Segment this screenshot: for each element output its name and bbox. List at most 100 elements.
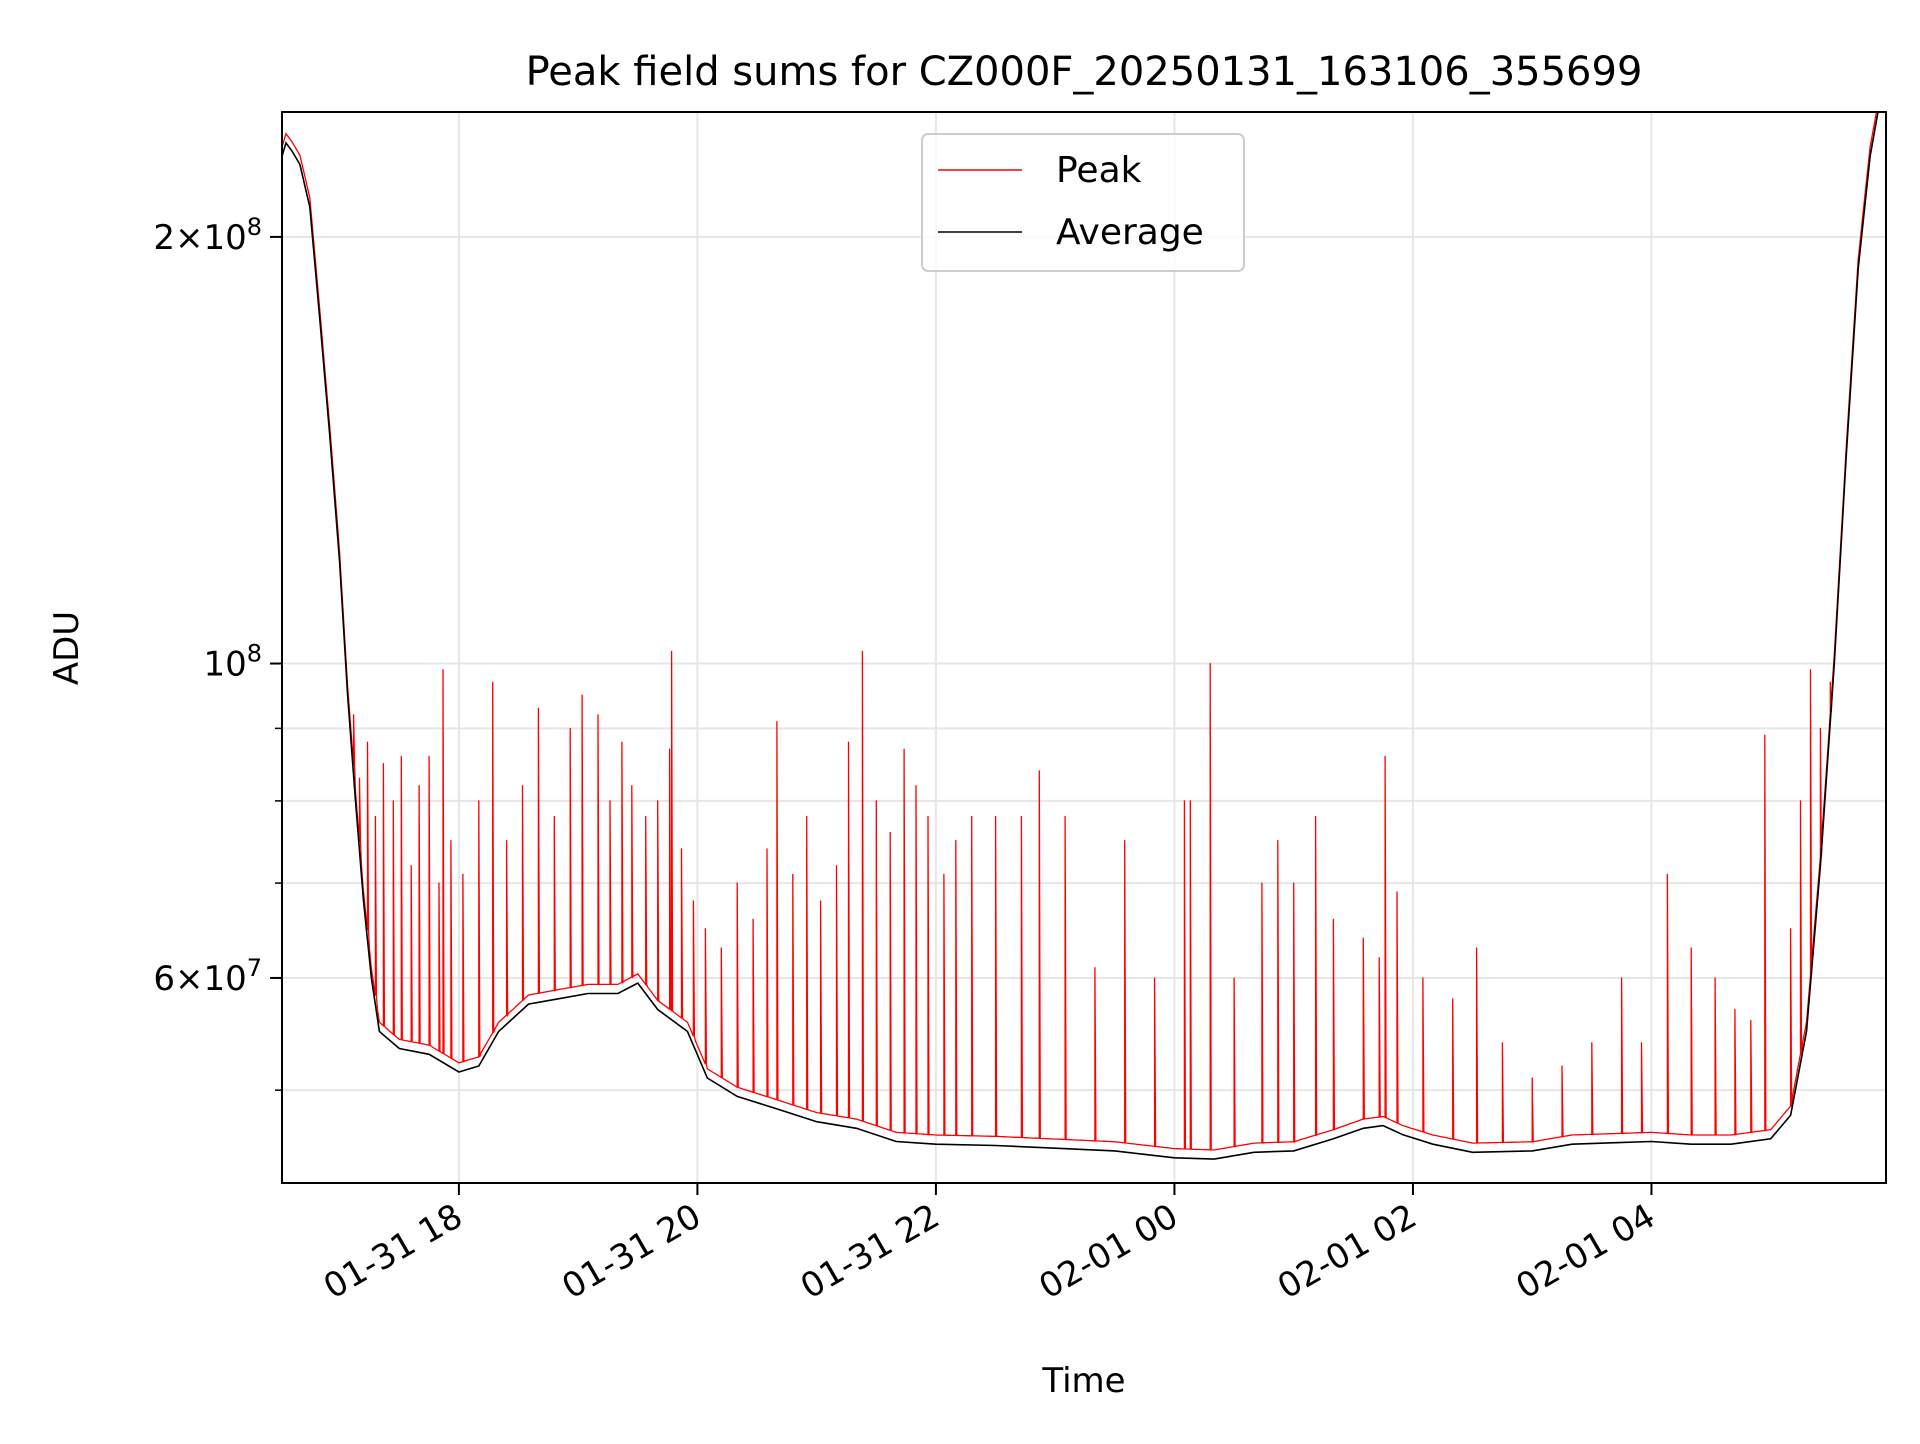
peak-spike-point [478,800,480,802]
peak-spike-point [792,873,794,875]
series-peak-line [282,112,1878,1151]
peak-spike-point [521,785,524,787]
peak-spike-point [889,831,891,834]
y-axis-label: ADU [47,611,87,685]
peak-spike-point [1094,967,1096,969]
peak-spike-point [505,840,508,842]
peak-spike-point [766,848,768,850]
peak-spike-point [450,840,452,842]
peak-spike-point [1621,977,1623,979]
peak-spike-point [971,815,973,818]
peak-spike-point [776,720,778,723]
peak-spike-point [1378,957,1380,959]
peak-spike-point [1332,918,1335,920]
peak-spike-point [492,681,494,683]
peak-spike-point [1293,882,1295,884]
peak-spike-point [418,785,420,787]
peak-spike-point [1452,998,1454,1000]
peak-spike-point [1809,669,1812,671]
peak-spike-point [597,714,599,716]
peak-spike-point [392,800,394,802]
peak-spike-point [1829,681,1831,683]
legend-average-label: Average [1056,212,1204,253]
peak-spike-point [1734,1008,1736,1011]
peak-spike-point [1591,1042,1593,1044]
legend-peak-label: Peak [1056,150,1142,191]
y-tick-label: 6×107 [153,954,262,999]
peak-spike-point [553,815,555,818]
peak-spike-point [1064,815,1066,818]
chart-title: Peak field sums for CZ000F_20250131_1631… [526,49,1643,95]
peak-spike-point [820,900,822,902]
peak-spike-point [861,650,863,652]
peak-spike-point [847,741,850,743]
peak-spike-point [670,650,673,652]
peak-spike-point [1690,947,1692,949]
peak-spike-point [1799,800,1802,802]
peak-spike-point [410,865,412,867]
peak-spike-point [835,865,838,867]
series-average-line [282,112,1879,1160]
peak-spike-point [1038,770,1040,772]
peak-spike-point [1261,882,1263,884]
peak-spike-point [806,815,808,818]
peak-spike-point [752,918,754,920]
peak-spike-point [704,928,706,930]
peak-spike-point [1475,947,1478,949]
peak-spike-point [1666,873,1668,875]
peak-spike-point [374,815,377,818]
peak-spike-point [720,947,722,949]
peak-spike-point [1819,727,1822,729]
peak-spike-point [1396,891,1398,893]
peak-spike-point [1640,1042,1643,1044]
y-tick-label: 108 [203,640,262,685]
peak-spike-point [569,727,571,729]
peak-spike-point [438,882,440,884]
peak-spike-point [994,815,997,818]
peak-spike-point [352,714,355,716]
peak-spike-point [1422,977,1424,979]
peak-spike-point [581,694,583,696]
peak-spike-point [609,800,611,802]
peak-spike-point [875,800,877,802]
peak-spike-point [736,882,738,884]
peak-spike-point [1183,800,1185,802]
peak-spike-point [1789,928,1792,930]
peak-spike-point [657,800,659,802]
peak-spike-point [631,785,633,787]
peak-spike-point [645,815,647,818]
peak-spike-point [943,873,945,875]
peak-spike-point [1714,977,1716,979]
peak-spike-point [1233,977,1235,979]
peak-spike-point [442,669,444,671]
peak-spike-point [358,777,361,779]
peak-spike-point [1384,755,1386,757]
peak-spike-point [1153,977,1156,979]
legend: Peak Average [921,133,1245,272]
peak-spike-point [428,755,430,757]
peak-spike-point [680,848,683,850]
peak-spike-point [1189,800,1191,802]
peak-spike-point [382,762,384,765]
plot-frame [281,111,1887,1184]
peak-spike-point [1124,840,1126,842]
series-layer [282,112,1879,1160]
x-axis-label: Time [1041,1361,1125,1401]
peak-spike-point [668,748,671,750]
legend-box [921,133,1245,272]
peak-spike-point [927,815,929,818]
peak-spike-point [903,748,905,750]
peak-spike-point [537,707,540,709]
peak-spike-point [1362,937,1364,939]
peak-spike-point [1209,662,1211,665]
peak-spike-point [1277,840,1279,842]
peak-spike-point [915,785,917,787]
y-tick-label: 2×108 [153,213,262,258]
peak-spike-point [621,741,623,743]
peak-spike-point [1501,1042,1503,1044]
peak-spike-point [400,755,402,757]
grid-lines [282,112,1886,1183]
peak-spike-point [692,900,695,902]
